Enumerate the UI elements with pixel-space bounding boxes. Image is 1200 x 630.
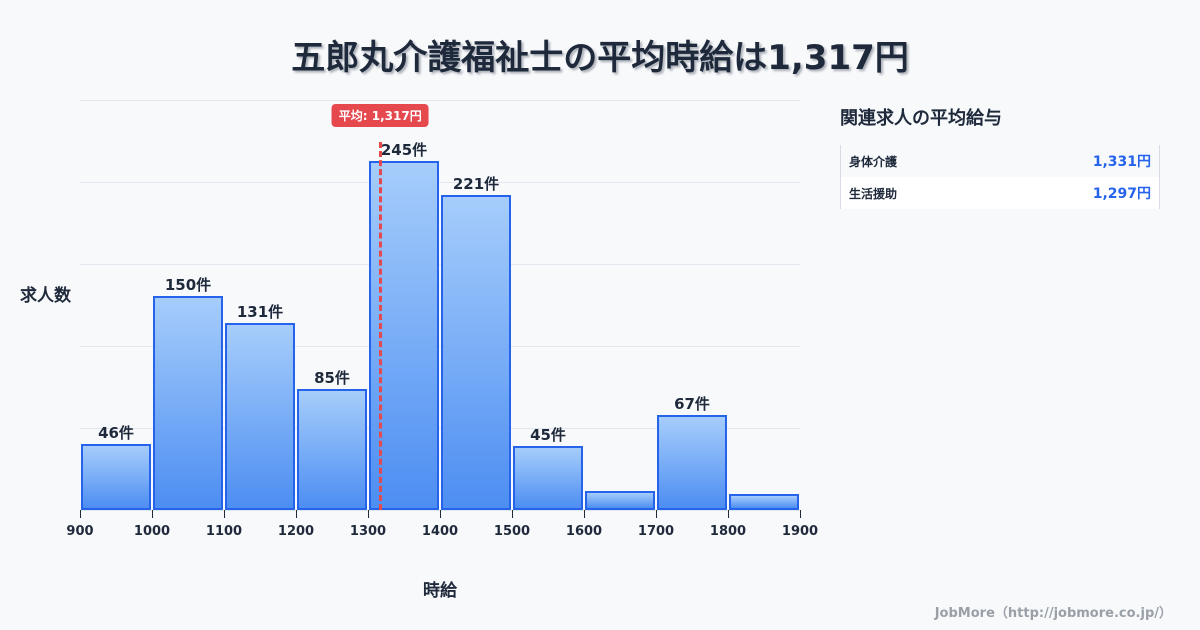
x-tick-label: 1400 [421,524,459,539]
x-tick-label: 1000 [133,524,171,539]
histogram-bar [225,323,295,510]
x-tick [224,510,225,518]
histogram-bar [729,494,799,510]
x-tick [512,510,513,518]
x-tick-label: 1900 [781,524,819,539]
job-type-name: 生活援助 [849,186,898,201]
average-line [378,142,382,510]
histogram-bar [585,491,655,510]
job-type-salary: 1,297円 [1092,186,1151,202]
bar-value-label: 150件 [164,276,212,294]
page-title: 五郎丸介護福祉士の平均時給は1,317円 [291,38,909,78]
bar-value-label: 46件 [98,424,134,442]
histogram-bar [513,446,583,510]
x-tick [728,510,729,518]
x-tick [656,510,657,518]
histogram-bar [657,415,727,510]
job-type-salary: 1,331円 [1092,154,1151,170]
bar-value-label: 85件 [314,369,350,387]
y-axis-label: 求人数 [20,286,71,306]
bar-value-label: 131件 [236,303,284,321]
job-type-name: 身体介護 [849,154,898,169]
bar-value-label: 67件 [674,395,710,413]
histogram-bar [297,389,367,510]
related-salary-row: 身体介護 1,331円 [841,145,1159,177]
gridline [80,182,800,183]
x-tick-label: 1100 [205,524,243,539]
footer-credit: JobMore（http://jobmore.co.jp/） [934,606,1172,621]
gridline [80,100,800,101]
x-tick-label: 1600 [565,524,603,539]
x-tick [152,510,153,518]
gridline [80,346,800,347]
x-tick [296,510,297,518]
histogram-plot: 46件 150件 131件 85件 245件 221件 45件 67件 900 1000 1100 1… [66,100,818,539]
x-tick [440,510,441,518]
histogram-bar [81,444,151,510]
bar-value-label: 45件 [530,426,566,444]
x-tick-label: 1800 [709,524,747,539]
x-tick-label: 900 [66,524,94,539]
x-tick [800,510,801,518]
x-tick-label: 1200 [277,524,315,539]
bar-value-label: 221件 [452,175,500,193]
average-badge: 平均: 1,317円 [331,104,429,127]
x-axis-label: 時給 [423,581,457,601]
gridline [80,428,800,429]
bar-value-label: 245件 [380,141,428,159]
histogram-bar [441,195,511,510]
x-tick-label: 1300 [349,524,387,539]
related-salary-title: 関連求人の平均給与 [840,108,1002,129]
gridline [80,264,800,265]
histogram-bar [153,296,223,510]
x-tick-label: 1700 [637,524,675,539]
x-tick [584,510,585,518]
x-tick [80,510,81,518]
related-salary-table: 身体介護 1,331円 生活援助 1,297円 [840,145,1160,209]
related-salary-row: 生活援助 1,297円 [841,177,1159,209]
x-tick [368,510,369,518]
x-tick-label: 1500 [493,524,531,539]
